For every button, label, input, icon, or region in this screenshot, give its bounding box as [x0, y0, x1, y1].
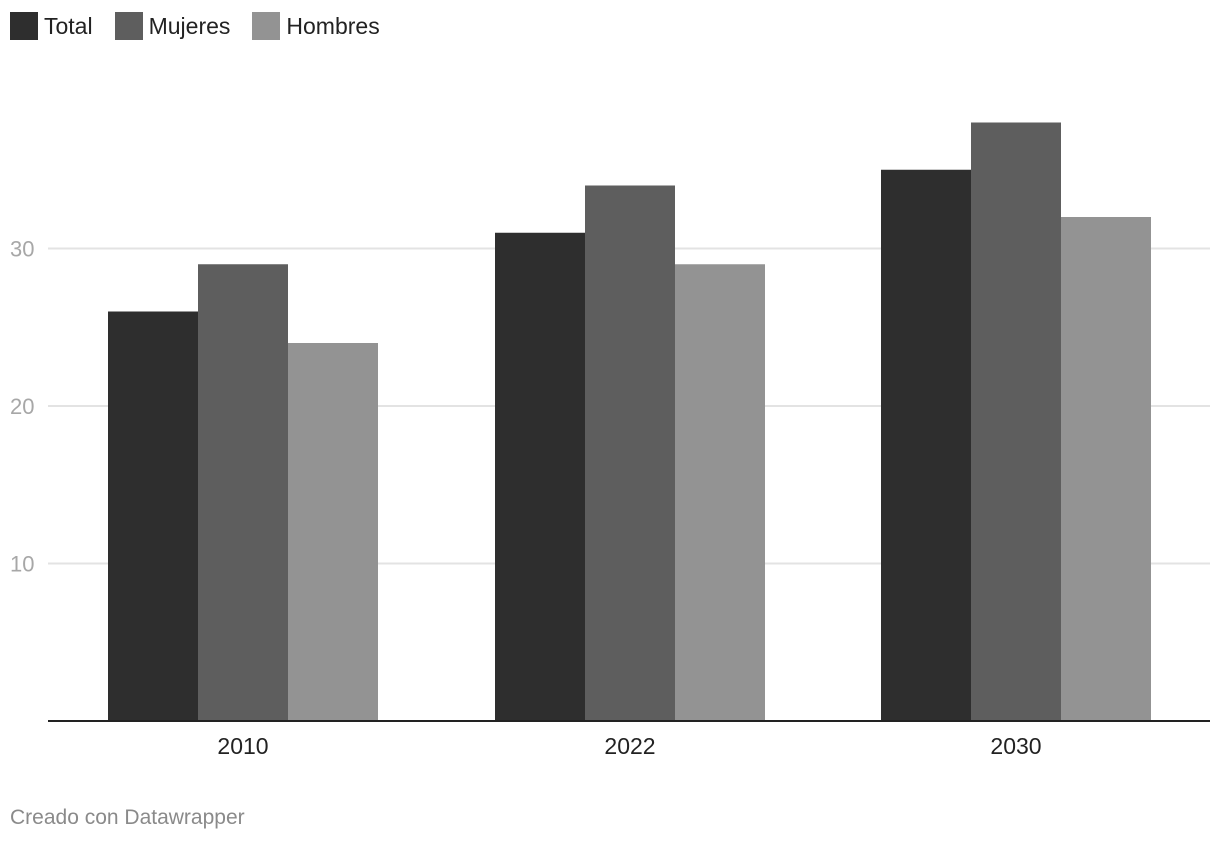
bar-mujeres-2022	[585, 185, 675, 721]
legend-label-total: Total	[44, 12, 93, 39]
y-tick-label-20: 20	[10, 394, 34, 419]
x-tick-label-2030: 2030	[990, 733, 1041, 759]
legend-swatch-total	[10, 12, 38, 40]
x-tick-label-2022: 2022	[604, 733, 655, 759]
legend-item-total: Total	[10, 12, 93, 40]
axis-layer: 2010 2022 2030	[48, 720, 1210, 759]
legend-item-mujeres: Mujeres	[114, 12, 231, 40]
y-tick-label-30: 30	[10, 237, 34, 262]
footer-credit: Creado con Datawrapper	[10, 806, 245, 829]
bar-total-2022	[495, 232, 585, 721]
bar-total-2010	[108, 311, 198, 721]
x-tick-label-2010: 2010	[217, 733, 268, 759]
bar-total-2030	[881, 169, 971, 721]
bars-layer	[108, 122, 1151, 721]
legend-item-hombres: Hombres	[252, 12, 380, 40]
legend-label-hombres: Hombres	[286, 12, 380, 39]
y-tick-label-10: 10	[10, 552, 34, 577]
bar-mujeres-2030	[971, 122, 1061, 721]
bar-hombres-2022	[675, 264, 765, 721]
bar-hombres-2010	[288, 343, 378, 721]
legend-label-mujeres: Mujeres	[148, 12, 231, 39]
legend: Total Mujeres Hombres	[10, 12, 380, 40]
bar-hombres-2030	[1061, 217, 1151, 721]
legend-swatch-hombres	[252, 12, 281, 40]
legend-swatch-mujeres	[114, 12, 143, 40]
bar-mujeres-2010	[198, 264, 288, 721]
